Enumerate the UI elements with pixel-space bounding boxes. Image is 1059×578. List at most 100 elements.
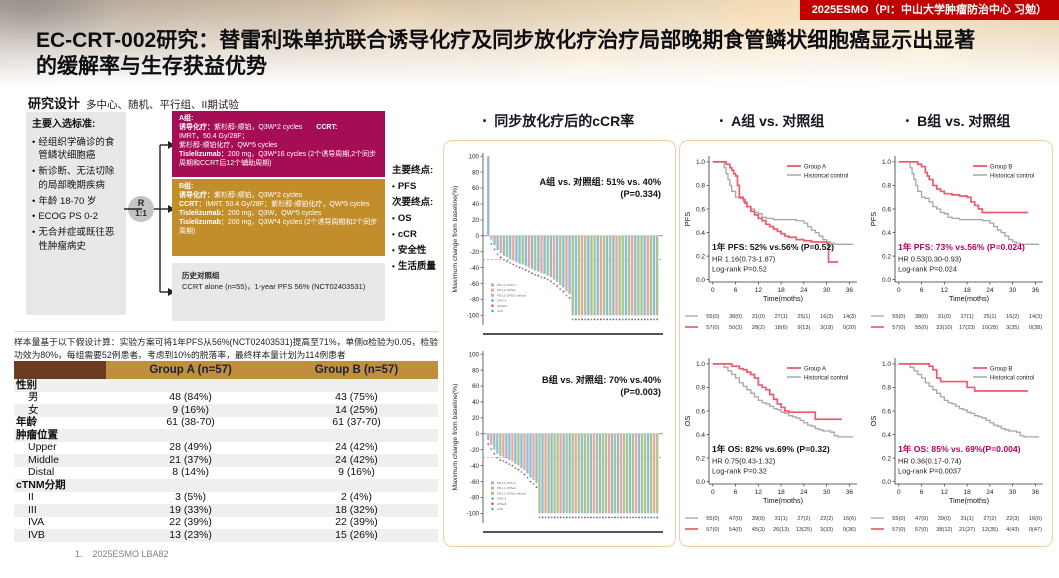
svg-text:-100: -100 [467, 313, 480, 320]
criteria-title: 主要入选标准: [32, 119, 96, 130]
box-line: 诱导化疗：紫杉醇-顺铂，Q3W*2 cycles CCRT: [179, 123, 338, 131]
svg-text:16(6): 16(6) [1029, 516, 1042, 522]
svg-text:3(33): 3(33) [820, 527, 833, 533]
svg-text:0(38): 0(38) [1029, 325, 1042, 331]
svg-text:3(35): 3(35) [1006, 325, 1019, 331]
svg-text:18(6): 18(6) [775, 325, 788, 331]
svg-text:6: 6 [920, 287, 924, 294]
endpoint-item: • 生活质量 [392, 261, 436, 272]
svg-text:36: 36 [846, 489, 854, 496]
svg-text:55(0): 55(0) [915, 325, 928, 331]
svg-text:22(2): 22(2) [820, 516, 833, 522]
svg-text:24: 24 [986, 287, 994, 294]
svg-text:OS: OS [869, 416, 878, 427]
svg-text:16(6): 16(6) [843, 516, 856, 522]
svg-text:27(2): 27(2) [983, 516, 996, 522]
svg-text:100: 100 [469, 351, 480, 358]
svg-text:PD-L1 CPS<1: PD-L1 CPS<1 [497, 283, 516, 287]
esmo-banner: 2025ESMO（PI：中山大学肿瘤防治中心 习勉） [799, 0, 1059, 20]
svg-text:80: 80 [472, 169, 479, 176]
page-title: EC-CRT-002研究：替雷利珠单抗联合诱导化疗及同步放化疗治疗局部晚期食管鳞… [36, 29, 976, 79]
km-chart-a-os: 0.0 0.2 0.4 0.6 0.8 1.0 0 6 12 18 24 30 36 Time(moths… [683, 358, 857, 533]
svg-text:36: 36 [1032, 287, 1040, 294]
table-cell: 肿瘤位置 [14, 429, 107, 442]
svg-text:Group B: Group B [990, 366, 1012, 372]
svg-text:13(25): 13(25) [796, 527, 812, 533]
bullet-icon: • [482, 116, 487, 127]
bullet-icon: • [905, 116, 910, 127]
table-cell: II [14, 491, 107, 504]
svg-text:21(27): 21(27) [959, 527, 975, 533]
svg-text:36: 36 [1032, 489, 1040, 496]
svg-text:27(2): 27(2) [797, 516, 810, 522]
svg-text:0.2: 0.2 [882, 253, 891, 260]
study-design-heading: 研究设计 多中心、随机、平行组、II期试验 [28, 93, 239, 112]
svg-text:31(0): 31(0) [752, 314, 765, 320]
svg-text:-60: -60 [470, 281, 480, 288]
table-cell [274, 479, 438, 492]
svg-text:HR 0.75(0.43-1.32): HR 0.75(0.43-1.32) [712, 457, 775, 466]
table-row: Upper 28 (49%) 24 (42%) [14, 441, 438, 454]
svg-text:20: 20 [472, 217, 479, 224]
box-line: CCRT：IMRT, 50.4 Gy/28F；紫杉醇-顺铂化疗，QW*5 cyc… [179, 200, 370, 208]
table-cell: 61 (37-70) [274, 416, 438, 429]
svg-text:PFS: PFS [869, 212, 878, 227]
endpoint-item: • cCR [392, 229, 417, 240]
svg-text:12: 12 [941, 287, 949, 294]
arm-a-box: A组: 诱导化疗：紫杉醇-顺铂，Q3W*2 cycles CCRT: IMRT，50… [172, 111, 385, 177]
table-cell: III [14, 504, 107, 517]
svg-text:20: 20 [472, 415, 479, 422]
svg-text:Group B: Group B [990, 164, 1012, 170]
box-line: A组: [179, 115, 194, 122]
svg-text:Log-rank P=0.52: Log-rank P=0.52 [712, 265, 767, 274]
svg-text:CPS<1: CPS<1 [497, 497, 507, 501]
box-line: Tislelizumab：200 mg，Q3W*4 cycles (2个诱导周期… [179, 218, 378, 235]
svg-text:24: 24 [986, 489, 994, 496]
svg-text:B组 vs. 对照组: 70% vs.40%: B组 vs. 对照组: 70% vs.40% [542, 374, 661, 385]
svg-text:Group A: Group A [804, 366, 826, 372]
svg-text:PD-L1 CPS≥1 without: PD-L1 CPS≥1 without [497, 293, 526, 297]
svg-text:57(0): 57(0) [706, 325, 719, 331]
sample-size-note: 样本量基于以下假设计算：实验方案可将1年PFS从56%(NCT02403531)… [14, 331, 438, 362]
table-cell: 9 (16%) [106, 404, 275, 417]
svg-text:57(0): 57(0) [892, 527, 905, 533]
table-cell: 女 [14, 404, 107, 417]
svg-text:55(0): 55(0) [892, 516, 905, 522]
svg-text:0: 0 [711, 489, 715, 496]
table-row: cTNM分期 [14, 479, 438, 492]
box-line: Tislelizumab：200 mg，Q3W*16 cycles (2个诱导周… [179, 150, 377, 167]
svg-text:31(0): 31(0) [938, 314, 951, 320]
table-cell: 性别 [14, 379, 107, 392]
endpoints-list: 主要终点: • PFS 次要终点: • OS • cCR • 安全性 • 生活质量 [392, 163, 452, 275]
svg-text:60: 60 [472, 383, 479, 390]
waterfall-chart-group-a: Maximum change from baseline(%) 100 80 60 40… [452, 153, 663, 335]
svg-text:Historical control: Historical control [804, 173, 848, 179]
box-line: CCRT alone (n=55)，1-year PFS 56% (NCT024… [182, 281, 366, 291]
svg-text:45(3): 45(3) [752, 527, 765, 533]
svg-text:cCR: cCR [497, 507, 504, 511]
svg-text:16(2): 16(2) [820, 314, 833, 320]
study-design-label: 研究设计 [28, 96, 81, 111]
svg-text:57(0): 57(0) [915, 527, 928, 533]
svg-text:14(3): 14(3) [843, 314, 856, 320]
box-line: 诱导化疗：紫杉醇-顺铂，Q3W*2 cycles [179, 191, 303, 199]
svg-text:1年 OS: 85% vs. 69%(P=0.004): 1年 OS: 85% vs. 69%(P=0.004) [898, 443, 1021, 454]
table-cell: IVB [14, 529, 107, 542]
table-cell: 48 (84%) [106, 391, 275, 404]
svg-text:0.0: 0.0 [696, 277, 705, 284]
heading-ccr: • 同步放化疗后的cCR率 [482, 113, 635, 129]
svg-text:38(0): 38(0) [915, 314, 928, 320]
svg-text:-20: -20 [470, 447, 480, 454]
svg-text:0.0: 0.0 [696, 479, 705, 486]
svg-text:27(1): 27(1) [961, 314, 974, 320]
svg-text:HR 1.16(0.73-1.87): HR 1.16(0.73-1.87) [712, 255, 775, 264]
svg-text:24: 24 [800, 287, 808, 294]
table-cell: 28 (49%) [106, 441, 275, 454]
table-row: II 3 (5%) 2 (4%) [14, 491, 438, 504]
svg-text:12: 12 [755, 287, 763, 294]
svg-text:Maximum change from baseline(%: Maximum change from baseline(%) [452, 186, 459, 293]
svg-text:0: 0 [897, 287, 901, 294]
heading-group-b-vs-control: • B组 vs. 对照组 [905, 113, 1011, 129]
svg-text:30: 30 [823, 287, 831, 294]
svg-text:39(0): 39(0) [752, 516, 765, 522]
